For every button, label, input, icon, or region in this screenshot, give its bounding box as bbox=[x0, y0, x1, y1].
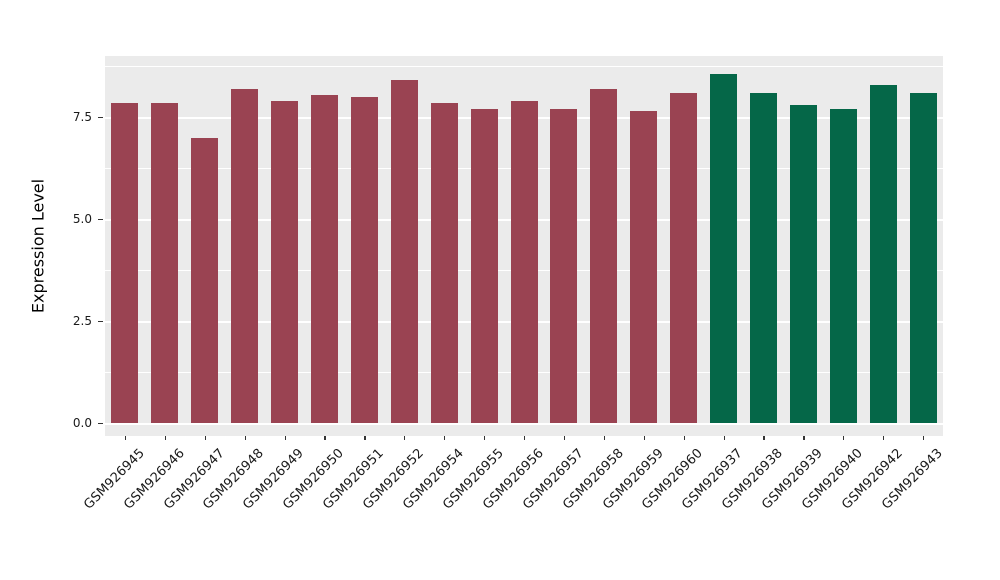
plot-panel bbox=[105, 56, 943, 436]
x-tick-mark bbox=[244, 436, 246, 440]
x-tick-mark bbox=[763, 436, 765, 440]
y-axis-title: Expression Level bbox=[28, 178, 48, 314]
bar bbox=[390, 80, 418, 423]
bar bbox=[470, 108, 498, 423]
bar bbox=[151, 102, 179, 423]
bar bbox=[869, 84, 897, 423]
x-tick-mark bbox=[164, 436, 167, 440]
minor-gridline bbox=[105, 66, 943, 67]
y-tick-label: 0.0 bbox=[72, 416, 92, 430]
x-tick-mark bbox=[404, 436, 406, 440]
bar bbox=[310, 94, 338, 423]
x-tick-mark bbox=[643, 436, 645, 440]
y-tick-mark bbox=[98, 219, 103, 221]
bar bbox=[670, 92, 698, 423]
x-tick-mark bbox=[324, 436, 326, 440]
x-tick-mark bbox=[284, 436, 286, 440]
bar bbox=[231, 88, 259, 423]
x-tick-mark bbox=[124, 436, 127, 440]
bar bbox=[111, 102, 139, 423]
x-tick-mark bbox=[803, 436, 805, 440]
bar bbox=[710, 74, 738, 423]
x-tick-mark bbox=[603, 436, 605, 440]
x-tick-mark bbox=[923, 436, 925, 440]
bar bbox=[829, 108, 857, 423]
bar bbox=[510, 100, 538, 423]
x-tick-mark bbox=[204, 436, 206, 440]
x-tick-mark bbox=[444, 436, 446, 440]
y-tick-label: 2.5 bbox=[72, 314, 92, 329]
bar bbox=[909, 92, 937, 423]
x-tick-mark bbox=[484, 436, 486, 440]
bar bbox=[550, 108, 578, 423]
x-tick-mark bbox=[843, 436, 845, 440]
x-tick-mark bbox=[364, 436, 366, 440]
x-tick-mark bbox=[563, 436, 566, 440]
bar bbox=[191, 137, 219, 423]
x-tick-mark bbox=[524, 436, 526, 440]
bar bbox=[630, 111, 658, 423]
y-tick-mark bbox=[98, 423, 103, 425]
bar bbox=[430, 102, 458, 423]
y-tick-mark bbox=[98, 117, 103, 119]
x-tick-mark bbox=[683, 436, 685, 440]
y-tick-mark bbox=[98, 321, 103, 323]
bar bbox=[350, 96, 378, 423]
x-tick-mark bbox=[723, 436, 725, 440]
x-tick-mark bbox=[883, 436, 885, 440]
major-gridline bbox=[105, 423, 943, 425]
bar bbox=[749, 92, 777, 423]
bar bbox=[590, 88, 618, 423]
y-tick-label: 5.0 bbox=[72, 212, 92, 227]
bar bbox=[789, 104, 817, 423]
y-tick-label: 7.5 bbox=[72, 110, 92, 125]
bar bbox=[271, 100, 299, 423]
